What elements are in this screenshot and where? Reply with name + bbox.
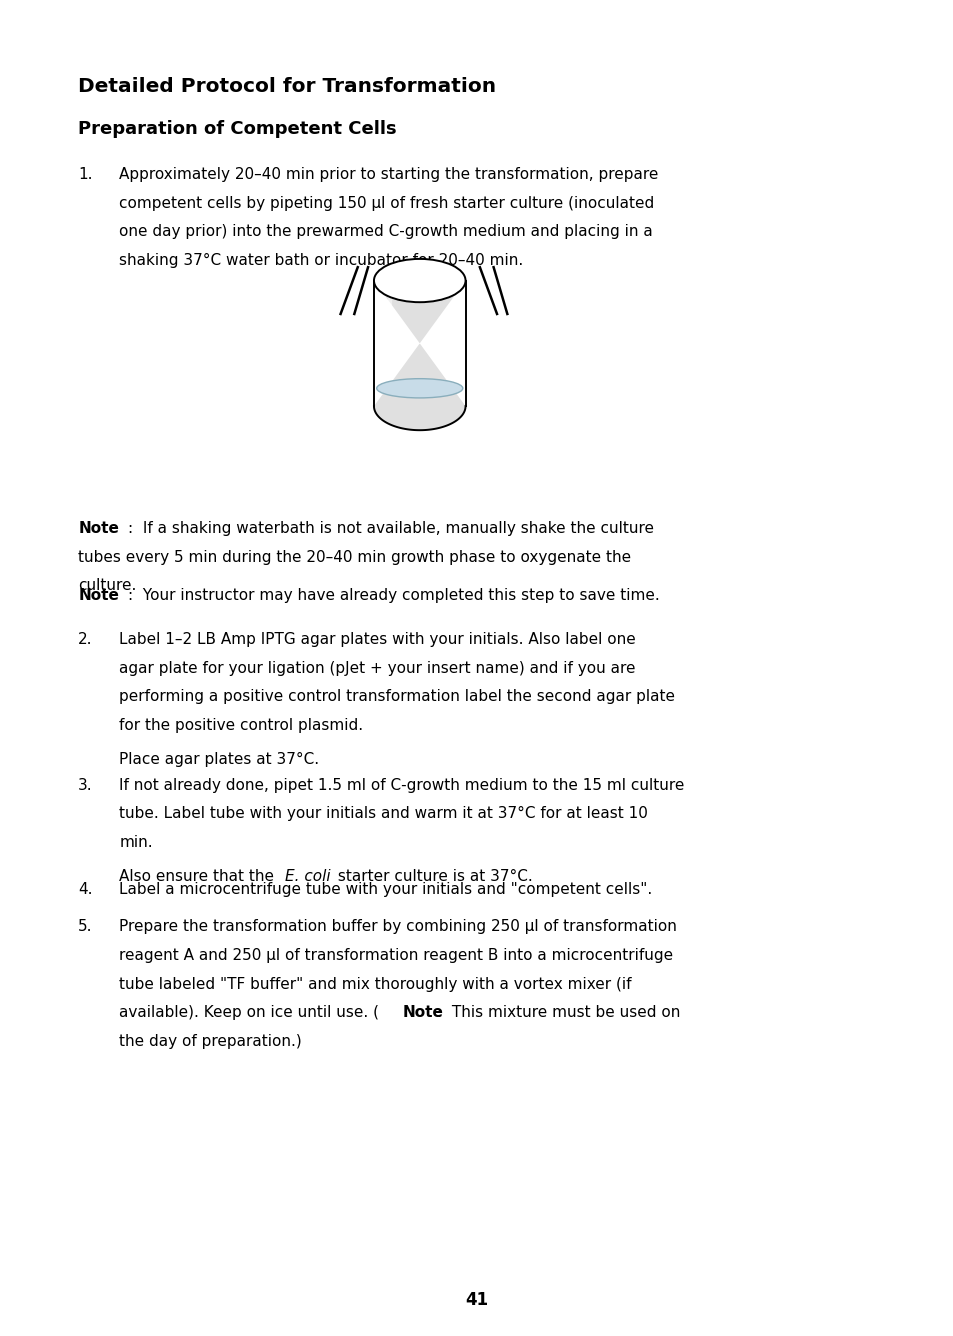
Text: performing a positive control transformation label the second agar plate: performing a positive control transforma… [119, 689, 675, 704]
Text: :  If a shaking waterbath is not available, manually shake the culture: : If a shaking waterbath is not availabl… [128, 521, 653, 536]
Text: Preparation of Competent Cells: Preparation of Competent Cells [78, 120, 396, 138]
Text: competent cells by pipeting 150 µl of fresh starter culture (inoculated: competent cells by pipeting 150 µl of fr… [119, 195, 654, 211]
Text: If not already done, pipet 1.5 ml of C-growth medium to the 15 ml culture: If not already done, pipet 1.5 ml of C-g… [119, 778, 684, 792]
Text: tube. Label tube with your initials and warm it at 37°C for at least 10: tube. Label tube with your initials and … [119, 807, 647, 822]
Text: Also ensure that the: Also ensure that the [119, 870, 279, 884]
Text: min.: min. [119, 835, 152, 850]
Text: the day of preparation.): the day of preparation.) [119, 1034, 302, 1049]
Polygon shape [374, 281, 465, 430]
Text: Note: Note [402, 1005, 443, 1021]
Text: Approximately 20–40 min prior to starting the transformation, prepare: Approximately 20–40 min prior to startin… [119, 167, 658, 182]
Text: 4.: 4. [78, 882, 92, 896]
Text: for the positive control plasmid.: for the positive control plasmid. [119, 719, 363, 733]
Text: Prepare the transformation buffer by combining 250 µl of transformation: Prepare the transformation buffer by com… [119, 919, 677, 934]
Text: E. coli: E. coli [284, 870, 330, 884]
Text: reagent A and 250 µl of transformation reagent B into a microcentrifuge: reagent A and 250 µl of transformation r… [119, 949, 673, 963]
Text: starter culture is at 37°C.: starter culture is at 37°C. [333, 870, 532, 884]
Text: :  This mixture must be used on: : This mixture must be used on [436, 1005, 679, 1021]
Text: Note: Note [78, 521, 119, 536]
Text: tubes every 5 min during the 20–40 min growth phase to oxygenate the: tubes every 5 min during the 20–40 min g… [78, 550, 631, 565]
Ellipse shape [374, 259, 465, 302]
Text: one day prior) into the prewarmed C-growth medium and placing in a: one day prior) into the prewarmed C-grow… [119, 224, 652, 239]
Text: 1.: 1. [78, 167, 92, 182]
Text: 3.: 3. [78, 778, 92, 792]
Text: 2.: 2. [78, 632, 92, 647]
Text: Note: Note [78, 588, 119, 603]
Text: shaking 37°C water bath or incubator for 20–40 min.: shaking 37°C water bath or incubator for… [119, 254, 523, 269]
Text: culture.: culture. [78, 578, 136, 593]
Text: Place agar plates at 37°C.: Place agar plates at 37°C. [119, 752, 319, 767]
Text: 41: 41 [465, 1291, 488, 1309]
Ellipse shape [376, 378, 462, 398]
Text: available). Keep on ice until use. (: available). Keep on ice until use. ( [119, 1005, 379, 1021]
Text: Label a microcentrifuge tube with your initials and "competent cells".: Label a microcentrifuge tube with your i… [119, 882, 652, 896]
Text: agar plate for your ligation (pJet + your insert name) and if you are: agar plate for your ligation (pJet + you… [119, 660, 635, 676]
Text: :  Your instructor may have already completed this step to save time.: : Your instructor may have already compl… [128, 588, 659, 603]
Text: tube labeled "TF buffer" and mix thoroughly with a vortex mixer (if: tube labeled "TF buffer" and mix thoroug… [119, 977, 631, 991]
Text: Detailed Protocol for Transformation: Detailed Protocol for Transformation [78, 77, 496, 96]
Text: Label 1–2 LB Amp IPTG agar plates with your initials. Also label one: Label 1–2 LB Amp IPTG agar plates with y… [119, 632, 636, 647]
Text: 5.: 5. [78, 919, 92, 934]
